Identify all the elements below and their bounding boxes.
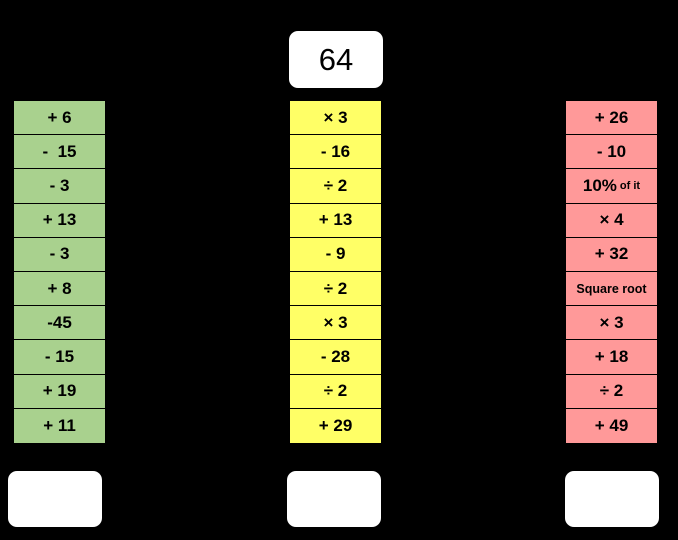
red-operation-text: + 18 [594,346,629,366]
yellow-operation-cell: × 3 [290,101,381,136]
start-number-box: 64 [289,31,383,88]
yellow-operation-column: × 3 - 16 ÷ 2 + 13 - 9 ÷ 2 × 3 - 28 ÷ 2 +… [290,101,381,443]
red-operation-text: + 32 [594,244,629,264]
red-operation-text: Square root [576,281,647,296]
green-operation-cell: - 3 [14,237,105,272]
green-operation-cell: + 8 [14,271,105,307]
red-operation-text: + 49 [594,415,629,435]
red-operation-cell: × 3 [566,306,657,341]
red-operation-cell: + 18 [566,340,657,375]
green-operation-cell: + 11 [14,408,105,443]
red-operation-text: × 3 [599,312,624,332]
red-operation-text: ÷ 2 [599,381,624,401]
green-operation-cell: - 15 [14,340,105,375]
yellow-operation-cell: - 28 [290,340,381,375]
green-operation-cell: - 3 [14,169,105,204]
yellow-operation-cell: ÷ 2 [290,169,381,204]
red-operation-text: - 10 [596,141,627,161]
yellow-operation-cell: + 29 [290,408,381,443]
red-operation-text: + 26 [594,107,629,127]
yellow-operation-cell: ÷ 2 [290,374,381,409]
green-answer-box[interactable] [8,471,102,527]
green-operation-cell: -45 [14,306,105,341]
red-operation-suffix: of it [619,179,641,192]
red-operation-cell: Square root [566,271,657,307]
red-operation-column: + 26 - 10 10% of it × 4 + 32 Square root … [566,101,657,443]
red-operation-cell: ÷ 2 [566,374,657,409]
start-number: 64 [318,41,354,77]
yellow-operation-cell: - 9 [290,237,381,272]
yellow-operation-cell: + 13 [290,203,381,238]
green-operation-cell: - 15 [14,135,105,170]
red-operation-cell: × 4 [566,203,657,238]
red-answer-box[interactable] [565,471,659,527]
red-operation-text: × 4 [599,210,624,230]
green-operation-column: + 6 - 15 - 3 + 13 - 3 + 8 -45 - 15 + 19 … [14,101,105,443]
green-operation-cell: + 19 [14,374,105,409]
yellow-operation-cell: - 16 [290,135,381,170]
red-operation-text: 10% [582,175,617,195]
yellow-answer-box[interactable] [287,471,381,527]
green-operation-cell: + 13 [14,203,105,238]
yellow-operation-cell: × 3 [290,306,381,341]
green-operation-cell: + 6 [14,101,105,136]
red-operation-cell: + 49 [566,408,657,443]
red-operation-cell: + 26 [566,101,657,136]
red-operation-cell: + 32 [566,237,657,272]
red-operation-cell: - 10 [566,135,657,170]
yellow-operation-cell: ÷ 2 [290,271,381,307]
red-operation-cell: 10% of it [566,169,657,204]
